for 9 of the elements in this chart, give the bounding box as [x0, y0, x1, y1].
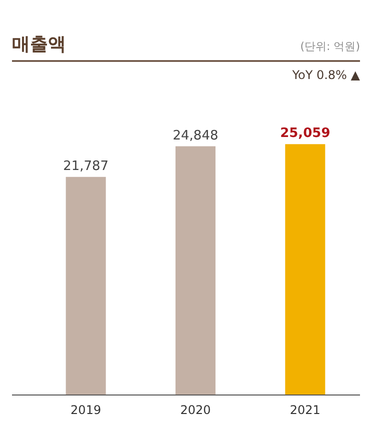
x-tick-label: 2020: [180, 403, 211, 417]
chart-title: 매출액: [12, 34, 66, 55]
chart-subtitle: (단위: 억원): [300, 40, 360, 53]
data-label: 25,059: [280, 126, 330, 142]
x-tick-label: 2021: [290, 403, 320, 417]
text: YoY 0.8% ▲: [291, 68, 361, 82]
x-tick-label: 2019: [70, 403, 102, 417]
data-label: 24,848: [172, 128, 218, 144]
data-label: 21,787: [63, 158, 109, 174]
